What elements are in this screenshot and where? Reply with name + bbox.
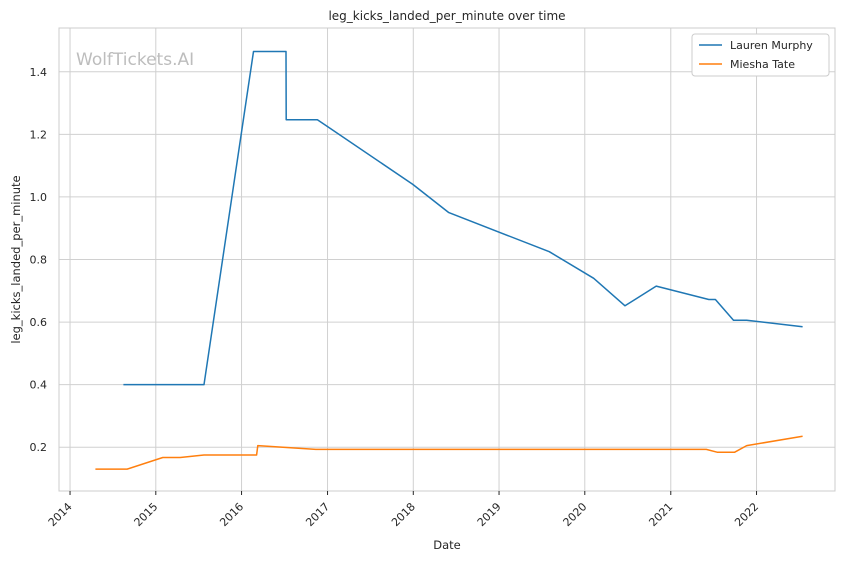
y-axis-ticks: 0.2 0.4 0.6 0.8 1.0 1.2 1.4 — [30, 66, 48, 454]
series-line-2 — [95, 435, 803, 470]
y-tick-label: 1.4 — [30, 66, 48, 79]
series-line-1 — [123, 50, 803, 386]
watermark: WolfTickets.AI — [76, 50, 194, 70]
y-tick-label: 0.8 — [30, 254, 48, 267]
y-tick-label: 1.2 — [30, 128, 48, 141]
y-tick-label: 0.2 — [30, 441, 48, 454]
legend-box — [691, 33, 830, 77]
chart-title: leg_kicks_landed_per_minute over time — [328, 9, 565, 23]
y-tick-label: 0.4 — [30, 379, 48, 392]
y-tick-label: 0.6 — [30, 316, 48, 329]
y-tick-label: 1.0 — [30, 191, 48, 204]
x-axis-label: Date — [433, 538, 461, 552]
y-axis-label: leg_kicks_landed_per_minute — [9, 175, 23, 343]
plot-frame — [58, 27, 836, 492]
legend: Lauren Murphy Miesha Tate — [691, 33, 830, 77]
legend-label-2: Miesha Tate — [730, 58, 795, 71]
legend-label-1: Lauren Murphy — [730, 39, 813, 52]
series-layer — [95, 50, 803, 470]
